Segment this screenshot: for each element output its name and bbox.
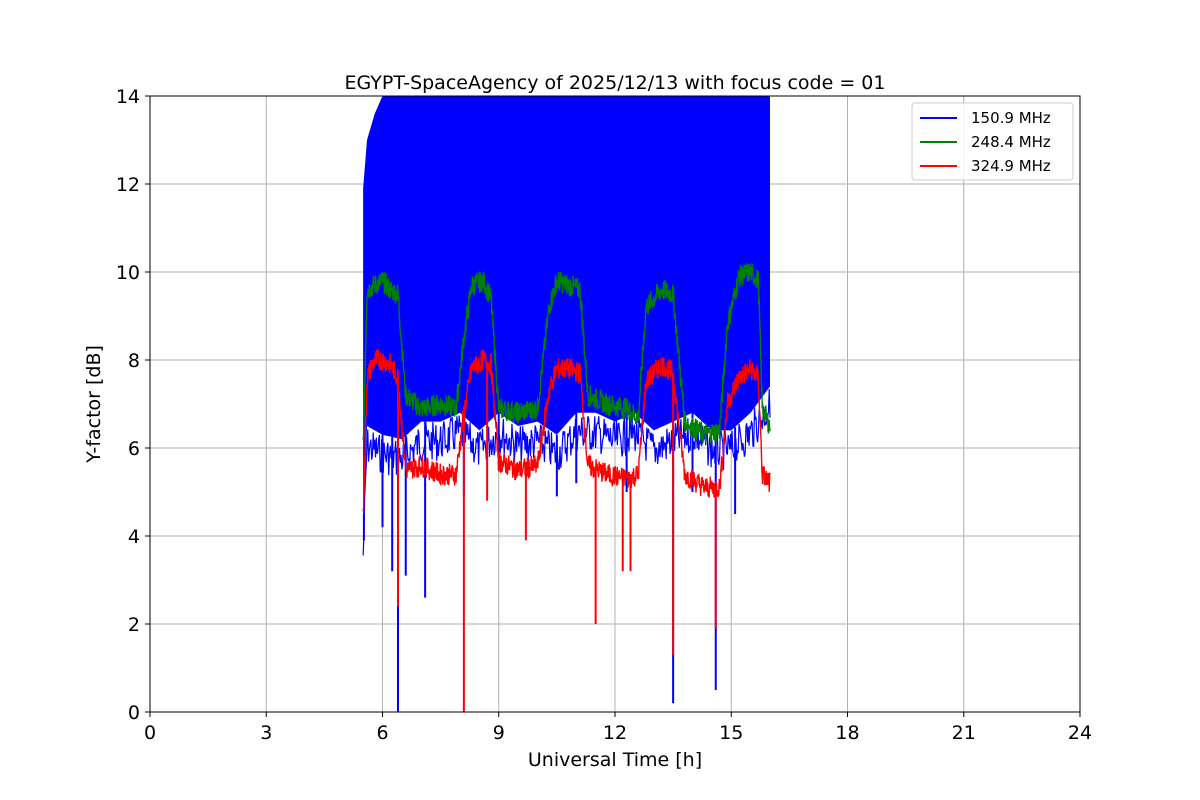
legend-label: 248.4 MHz <box>971 133 1051 151</box>
x-tick-label: 18 <box>835 722 859 744</box>
y-tick-label: 14 <box>116 86 140 108</box>
y-axis-label: Y-factor [dB] <box>83 345 105 464</box>
series-band <box>363 96 770 536</box>
y-tick-label: 12 <box>116 174 140 196</box>
x-axis-label: Universal Time [h] <box>528 749 702 771</box>
series-2 <box>362 349 771 712</box>
series-area <box>362 96 771 712</box>
legend-box <box>911 102 1074 181</box>
x-tick-label: 21 <box>952 722 976 744</box>
legend-label: 150.9 MHz <box>971 109 1051 127</box>
x-tick-label: 15 <box>719 722 743 744</box>
chart-title: EGYPT-SpaceAgency of 2025/12/13 with foc… <box>345 72 886 94</box>
x-tick-label: 0 <box>144 722 156 744</box>
y-tick-label: 10 <box>116 262 140 284</box>
series-line <box>362 262 771 444</box>
series-1 <box>362 262 771 444</box>
series-line <box>362 349 771 512</box>
y-tick-label: 8 <box>128 350 140 372</box>
x-tick-label: 24 <box>1068 722 1092 744</box>
x-tick-label: 6 <box>376 722 388 744</box>
legend: 150.9 MHz 248.4 MHz 324.9 MHz <box>911 102 1074 181</box>
legend-label: 324.9 MHz <box>971 157 1051 175</box>
x-tick-label: 3 <box>260 722 272 744</box>
x-tick-label: 9 <box>493 722 505 744</box>
y-tick-label: 6 <box>128 438 140 460</box>
x-tick-label: 12 <box>603 722 627 744</box>
y-tick-label: 0 <box>128 702 140 724</box>
y-tick-label: 4 <box>128 526 140 548</box>
y-tick-label: 2 <box>128 614 140 636</box>
